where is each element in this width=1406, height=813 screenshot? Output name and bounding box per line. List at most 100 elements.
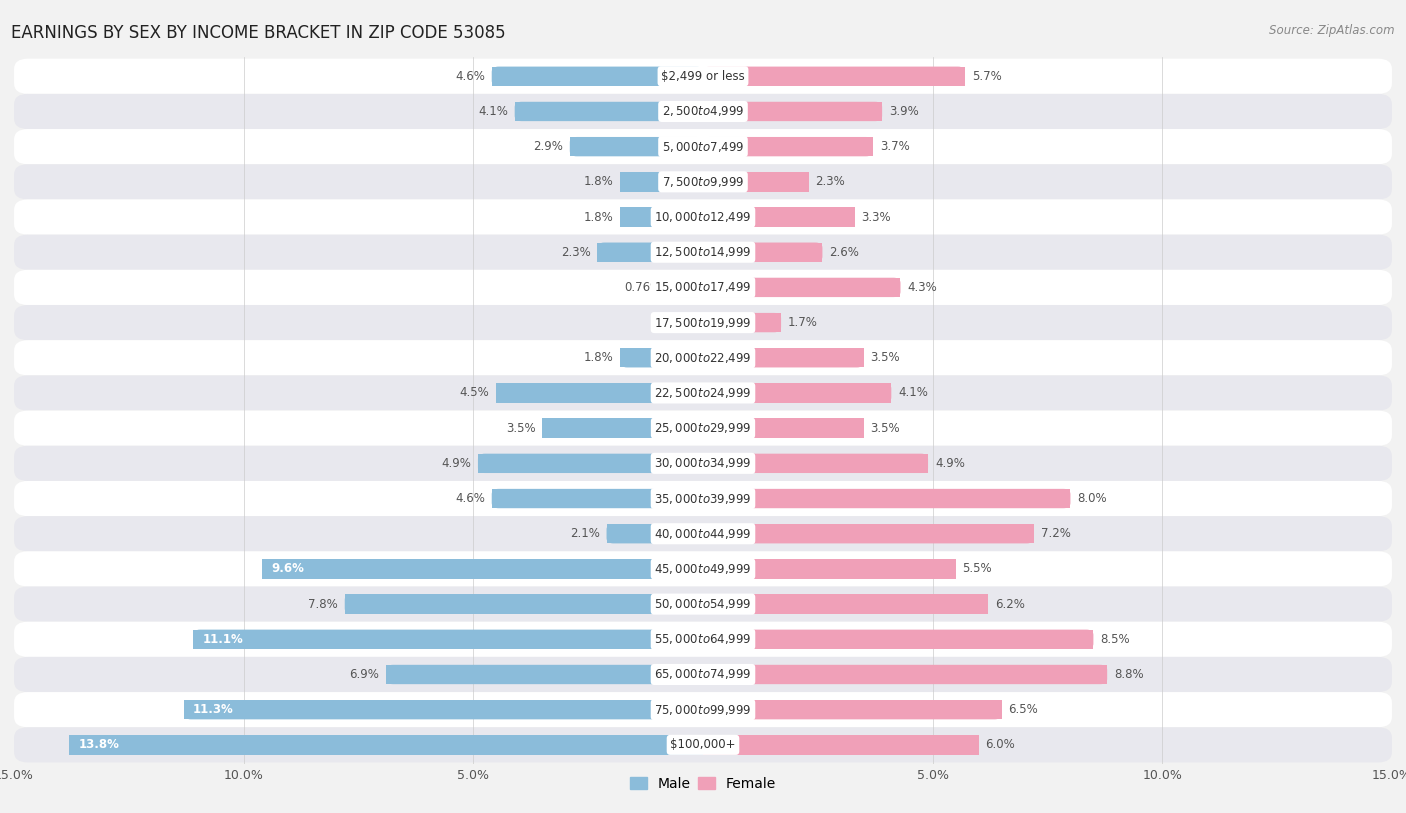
FancyBboxPatch shape <box>14 164 1392 199</box>
Text: 6.9%: 6.9% <box>349 668 380 681</box>
Text: $30,000 to $34,999: $30,000 to $34,999 <box>654 456 752 471</box>
FancyBboxPatch shape <box>515 102 703 121</box>
FancyBboxPatch shape <box>14 622 1392 657</box>
FancyBboxPatch shape <box>620 172 703 192</box>
Text: $2,500 to $4,999: $2,500 to $4,999 <box>662 104 744 119</box>
Text: Source: ZipAtlas.com: Source: ZipAtlas.com <box>1270 24 1395 37</box>
Bar <box>184 700 703 720</box>
FancyBboxPatch shape <box>14 481 1392 516</box>
FancyBboxPatch shape <box>703 383 891 402</box>
Text: 2.9%: 2.9% <box>533 140 562 153</box>
Text: 9.6%: 9.6% <box>271 563 304 576</box>
Text: 0.14%: 0.14% <box>652 316 690 329</box>
FancyBboxPatch shape <box>496 383 703 402</box>
Text: 7.2%: 7.2% <box>1040 527 1070 540</box>
FancyBboxPatch shape <box>703 207 855 227</box>
Text: $17,500 to $19,999: $17,500 to $19,999 <box>654 315 752 329</box>
FancyBboxPatch shape <box>14 586 1392 622</box>
Text: $100,000+: $100,000+ <box>671 738 735 751</box>
Bar <box>703 454 928 473</box>
Bar <box>668 278 703 297</box>
Bar <box>620 172 703 192</box>
FancyBboxPatch shape <box>14 340 1392 376</box>
FancyBboxPatch shape <box>193 629 703 649</box>
Text: $40,000 to $44,999: $40,000 to $44,999 <box>654 527 752 541</box>
Text: 3.9%: 3.9% <box>889 105 918 118</box>
FancyBboxPatch shape <box>703 594 988 614</box>
Bar <box>703 67 965 86</box>
Bar <box>620 348 703 367</box>
Text: 2.3%: 2.3% <box>815 176 845 189</box>
FancyBboxPatch shape <box>703 735 979 754</box>
FancyBboxPatch shape <box>703 137 873 156</box>
FancyBboxPatch shape <box>620 207 703 227</box>
Text: 6.2%: 6.2% <box>994 598 1025 611</box>
Text: $25,000 to $29,999: $25,000 to $29,999 <box>654 421 752 435</box>
Bar <box>703 348 863 367</box>
FancyBboxPatch shape <box>703 102 882 121</box>
Bar <box>703 524 1033 543</box>
FancyBboxPatch shape <box>344 594 703 614</box>
Bar <box>703 629 1094 649</box>
Bar <box>703 172 808 192</box>
Text: $20,000 to $22,499: $20,000 to $22,499 <box>654 350 752 365</box>
Bar <box>620 207 703 227</box>
Bar <box>387 665 703 685</box>
FancyBboxPatch shape <box>492 67 703 86</box>
FancyBboxPatch shape <box>14 446 1392 481</box>
Text: 7.8%: 7.8% <box>308 598 337 611</box>
Text: 3.5%: 3.5% <box>870 351 900 364</box>
Text: $12,500 to $14,999: $12,500 to $14,999 <box>654 246 752 259</box>
Bar <box>496 383 703 402</box>
Text: 3.7%: 3.7% <box>880 140 910 153</box>
FancyBboxPatch shape <box>14 235 1392 270</box>
Text: 8.8%: 8.8% <box>1114 668 1143 681</box>
FancyBboxPatch shape <box>598 242 703 262</box>
Text: $65,000 to $74,999: $65,000 to $74,999 <box>654 667 752 681</box>
FancyBboxPatch shape <box>492 489 703 508</box>
Text: 0.76%: 0.76% <box>624 281 661 294</box>
FancyBboxPatch shape <box>14 376 1392 411</box>
Bar <box>703 489 1070 508</box>
FancyBboxPatch shape <box>543 419 703 438</box>
FancyBboxPatch shape <box>703 489 1070 508</box>
Text: 2.6%: 2.6% <box>830 246 859 259</box>
FancyBboxPatch shape <box>606 524 703 543</box>
FancyBboxPatch shape <box>569 137 703 156</box>
Bar <box>515 102 703 121</box>
Text: 1.8%: 1.8% <box>583 351 613 364</box>
Bar <box>703 313 782 333</box>
FancyBboxPatch shape <box>14 411 1392 446</box>
FancyBboxPatch shape <box>703 278 900 297</box>
Text: 3.3%: 3.3% <box>862 211 891 224</box>
Text: 4.9%: 4.9% <box>441 457 471 470</box>
Bar <box>606 524 703 543</box>
Text: 1.8%: 1.8% <box>583 211 613 224</box>
Bar <box>492 489 703 508</box>
Text: 6.5%: 6.5% <box>1008 703 1038 716</box>
FancyBboxPatch shape <box>478 454 703 473</box>
FancyBboxPatch shape <box>620 348 703 367</box>
Bar <box>703 137 873 156</box>
FancyBboxPatch shape <box>184 700 703 720</box>
Text: 1.8%: 1.8% <box>583 176 613 189</box>
FancyBboxPatch shape <box>703 700 1001 720</box>
Bar <box>696 313 703 333</box>
Text: 4.6%: 4.6% <box>456 492 485 505</box>
FancyBboxPatch shape <box>703 348 863 367</box>
Text: $50,000 to $54,999: $50,000 to $54,999 <box>654 597 752 611</box>
FancyBboxPatch shape <box>262 559 703 579</box>
Text: 2.3%: 2.3% <box>561 246 591 259</box>
FancyBboxPatch shape <box>696 313 703 333</box>
Bar <box>703 242 823 262</box>
FancyBboxPatch shape <box>14 199 1392 235</box>
FancyBboxPatch shape <box>703 665 1107 685</box>
Text: $7,500 to $9,999: $7,500 to $9,999 <box>662 175 744 189</box>
Bar <box>69 735 703 754</box>
FancyBboxPatch shape <box>668 278 703 297</box>
Text: $55,000 to $64,999: $55,000 to $64,999 <box>654 633 752 646</box>
FancyBboxPatch shape <box>703 454 928 473</box>
Bar <box>703 102 882 121</box>
Bar <box>543 419 703 438</box>
Bar <box>703 419 863 438</box>
